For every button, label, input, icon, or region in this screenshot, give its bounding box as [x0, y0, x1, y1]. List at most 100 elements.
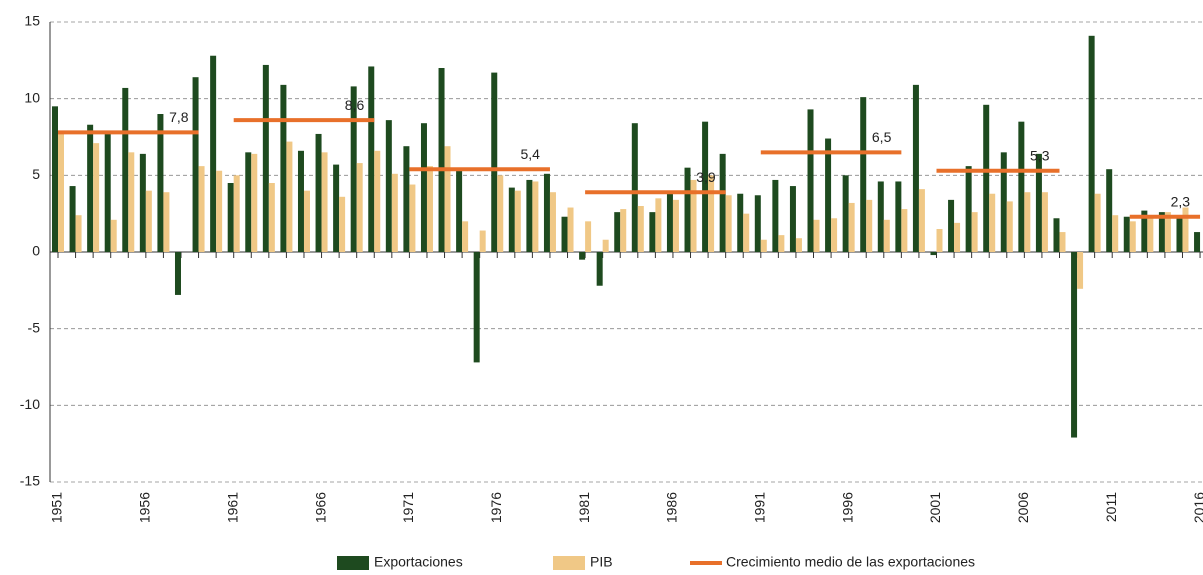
bar	[918, 189, 925, 252]
bar	[795, 238, 802, 252]
bar	[543, 173, 550, 252]
bar	[1071, 252, 1078, 438]
bar	[1053, 218, 1060, 252]
bar	[262, 64, 269, 252]
y-tick-label: 15	[24, 13, 40, 29]
bar	[690, 179, 697, 252]
bar	[936, 229, 943, 252]
bar	[596, 252, 603, 286]
bar	[75, 215, 82, 252]
bar	[954, 222, 961, 252]
average-label: 8,6	[345, 97, 365, 113]
bar	[391, 173, 398, 252]
bar	[268, 183, 275, 252]
bar	[286, 141, 293, 252]
bar	[813, 219, 820, 252]
bar	[737, 193, 744, 252]
bar	[989, 193, 996, 252]
bar	[866, 199, 873, 252]
bar	[333, 164, 340, 252]
bar	[356, 163, 363, 252]
bar	[497, 175, 504, 252]
x-tick-label: 1991	[752, 492, 768, 523]
bar	[1129, 221, 1136, 252]
bar	[585, 221, 592, 252]
bar	[912, 84, 919, 252]
bar	[1006, 201, 1013, 252]
bar	[754, 195, 761, 252]
bar	[708, 175, 715, 252]
bar	[198, 166, 205, 252]
bar	[139, 153, 146, 252]
bar	[110, 219, 117, 252]
bar	[567, 207, 574, 252]
bar	[473, 252, 480, 363]
bar	[1141, 210, 1148, 252]
bar	[456, 170, 463, 252]
bar	[69, 186, 76, 252]
bar	[58, 133, 64, 252]
bar	[930, 252, 937, 256]
bar	[216, 170, 223, 252]
bar	[297, 150, 304, 252]
bar	[807, 109, 814, 253]
bar	[602, 239, 609, 252]
x-tick-label: 2016	[1191, 492, 1203, 523]
bar	[743, 213, 750, 252]
legend-label: Exportaciones	[374, 554, 463, 570]
legend-label: Crecimiento medio de las exportaciones	[726, 554, 975, 570]
legend-swatch	[553, 556, 585, 570]
bar	[251, 153, 258, 252]
bar	[702, 121, 709, 253]
bar	[848, 202, 855, 252]
bar	[684, 167, 691, 252]
bar	[104, 133, 111, 252]
average-label: 6,5	[872, 129, 892, 145]
bar	[315, 133, 322, 252]
bar	[825, 138, 832, 252]
bar	[444, 146, 451, 252]
bar	[227, 183, 234, 252]
x-tick-label: 1951	[49, 492, 65, 523]
bar	[631, 123, 638, 252]
bar	[526, 179, 533, 252]
bar	[901, 209, 908, 252]
bar	[438, 68, 445, 252]
average-label: 5,4	[520, 146, 540, 162]
bar	[462, 221, 469, 252]
bar	[1158, 212, 1165, 252]
bar	[789, 186, 796, 252]
bar	[233, 175, 240, 252]
bar	[350, 86, 357, 253]
bar	[374, 150, 381, 252]
y-tick-label: -10	[20, 396, 40, 412]
bar	[157, 114, 164, 252]
bar	[491, 72, 498, 252]
bar	[579, 252, 586, 260]
x-tick-label: 2011	[1103, 492, 1119, 522]
bar	[245, 152, 252, 252]
bar	[655, 198, 662, 252]
bar	[1106, 169, 1113, 252]
bar	[1164, 212, 1171, 252]
bar	[479, 230, 486, 252]
bar	[532, 181, 539, 252]
y-tick-label: 5	[32, 166, 40, 182]
bar	[948, 199, 955, 252]
bar	[93, 143, 100, 252]
x-tick-label: 2006	[1015, 492, 1031, 523]
legend-label: PIB	[590, 554, 613, 570]
bar	[1123, 216, 1130, 252]
bar	[1094, 193, 1101, 252]
bar	[87, 124, 94, 252]
bar	[1088, 35, 1095, 252]
x-tick-label: 1966	[312, 492, 328, 523]
bar	[128, 152, 135, 252]
average-label: 7,8	[169, 109, 189, 125]
bar	[385, 120, 392, 252]
bar	[1041, 192, 1048, 252]
x-tick-label: 1971	[400, 492, 416, 523]
bar	[971, 212, 978, 252]
bar	[1112, 215, 1119, 252]
